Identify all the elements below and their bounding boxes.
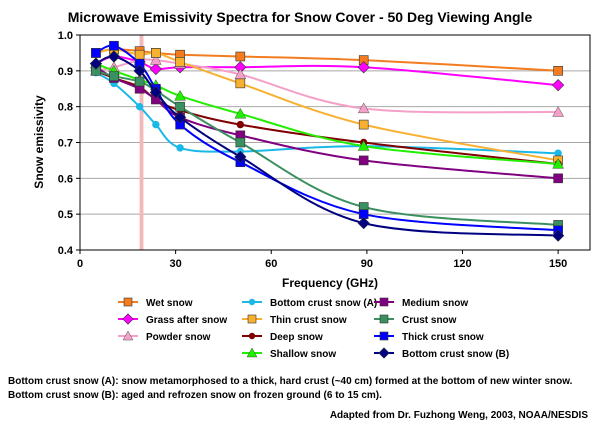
note-bottom-crust-b: Bottom crust snow (B): aged and refrozen… (8, 390, 382, 401)
y-tick-label-5: 0.9 (58, 66, 73, 78)
data-point-bottom-crust-snow-a-3 (152, 120, 160, 129)
data-point-crust-snow-2 (134, 76, 145, 87)
data-point-thin-crust-snow-5 (235, 78, 246, 89)
legend-label-grass-after-snow: Grass after snow (146, 315, 227, 326)
credit: Adapted from Dr. Fuzhong Weng, 2003, NOA… (329, 410, 588, 421)
y-tick-label-6: 1.0 (58, 30, 73, 42)
data-point-thick-crust-snow-0 (91, 48, 101, 58)
data-point-crust-snow-4 (175, 101, 185, 112)
legend-label-thick-crust-snow: Thick crust snow (402, 332, 484, 343)
y-tick-label-3: 0.7 (58, 138, 73, 150)
data-point-thick-crust-snow-1 (109, 40, 119, 51)
note-bottom-crust-a: Bottom crust snow (A): snow metamorphose… (8, 376, 573, 387)
data-point-bottom-crust-snow-a-4 (176, 144, 184, 152)
data-point-grass-after-snow-3 (149, 62, 162, 76)
legend-label-shallow-snow: Shallow snow (270, 349, 336, 360)
data-point-grass-after-snow-7 (552, 79, 565, 92)
legend-marker-shallow-snow (246, 347, 258, 358)
data-point-bottom-crust-snow-b-2 (133, 64, 146, 77)
data-point-crust-snow-1 (109, 71, 119, 82)
data-point-bottom-crust-snow-b-6 (357, 217, 370, 230)
x-tick-label-5: 150 (549, 258, 567, 270)
legend-label-bottom-crust-snow-a: Bottom crust snow (A) (270, 298, 377, 309)
data-point-shallow-snow-7 (552, 158, 564, 169)
data-point-powder-snow-6 (357, 102, 370, 114)
y-tick-label-2: 0.6 (58, 173, 73, 185)
legend: Wet snow Grass after snow Powder snow Botto… (118, 297, 509, 360)
data-point-bottom-crust-snow-b-1 (107, 50, 121, 63)
data-point-deep-snow-5 (236, 120, 245, 129)
legend-marker-thin-crust-snow (247, 314, 257, 324)
highlight-band (139, 35, 144, 250)
legend-marker-grass-after-snow (122, 313, 134, 325)
legend-label-bottom-crust-snow-b: Bottom crust snow (B) (402, 349, 509, 360)
data-point-bottom-crust-snow-a-7 (554, 149, 562, 157)
data-point-bottom-crust-snow-b-7 (552, 229, 565, 242)
data-point-wet-snow-7 (553, 66, 563, 76)
legend-marker-wet-snow (123, 297, 133, 307)
data-point-powder-snow-7 (552, 106, 564, 117)
legend-marker-deep-snow (248, 332, 256, 340)
data-point-bottom-crust-snow-b-5 (234, 150, 247, 163)
legend-marker-medium-snow (379, 297, 389, 307)
plot-area: 0.4 0.5 0.6 0.7 0.8 0.9 1.0 0 30 60 90 120 150 (58, 30, 591, 270)
data-point-wet-snow-5 (235, 51, 246, 62)
legend-label-crust-snow: Crust snow (402, 315, 457, 326)
legend-label-thin-crust-snow: Thin crust snow (270, 315, 347, 326)
data-point-medium-snow-6 (358, 155, 369, 166)
legend-label-deep-snow: Deep snow (270, 332, 323, 343)
data-point-bottom-crust-snow-a-2 (135, 102, 144, 111)
data-point-powder-snow-3 (150, 54, 162, 65)
y-tick-label-4: 0.8 (58, 102, 73, 114)
data-point-crust-snow-5 (235, 137, 246, 148)
data-point-thin-crust-snow-2 (134, 49, 145, 60)
y-axis-label: Snow emissivity (32, 95, 46, 189)
data-point-shallow-snow-5 (234, 107, 247, 119)
x-tick-label-3: 90 (361, 258, 373, 270)
data-point-medium-snow-7 (553, 173, 563, 184)
data-point-bottom-crust-snow-b-0 (89, 57, 103, 70)
x-tick-label-2: 60 (265, 258, 277, 270)
data-point-shallow-snow-4 (174, 90, 186, 101)
data-point-thin-crust-snow-6 (358, 119, 369, 130)
chart-title: Microwave Emissivity Spectra for Snow Co… (68, 9, 533, 25)
x-tick-label-0: 0 (77, 258, 83, 270)
data-point-shallow-snow-6 (357, 140, 370, 151)
legend-label-powder-snow: Powder snow (146, 332, 211, 343)
x-tick-label-1: 30 (170, 258, 182, 270)
legend-label-medium-snow: Medium snow (402, 298, 468, 309)
legend-marker-crust-snow (379, 314, 389, 324)
legend-label-wet-snow: Wet snow (146, 298, 193, 309)
data-point-thin-crust-snow-4 (175, 57, 185, 67)
legend-marker-bottom-crust-snow-a (248, 298, 256, 306)
legend-marker-powder-snow (122, 330, 134, 341)
x-axis-label: Frequency (GHz) (282, 276, 378, 290)
data-point-grass-after-snow-6 (357, 61, 370, 74)
legend-marker-bottom-crust-snow-b (378, 347, 390, 359)
data-point-thin-crust-snow-3 (151, 48, 161, 58)
data-point-bottom-crust-snow-b-4 (173, 111, 187, 124)
y-tick-label-0: 0.4 (58, 245, 74, 257)
y-tick-label-1: 0.5 (58, 209, 73, 221)
data-point-bottom-crust-snow-b-3 (149, 86, 162, 99)
x-tick-label-4: 120 (453, 258, 471, 270)
legend-marker-thick-crust-snow (379, 331, 389, 341)
